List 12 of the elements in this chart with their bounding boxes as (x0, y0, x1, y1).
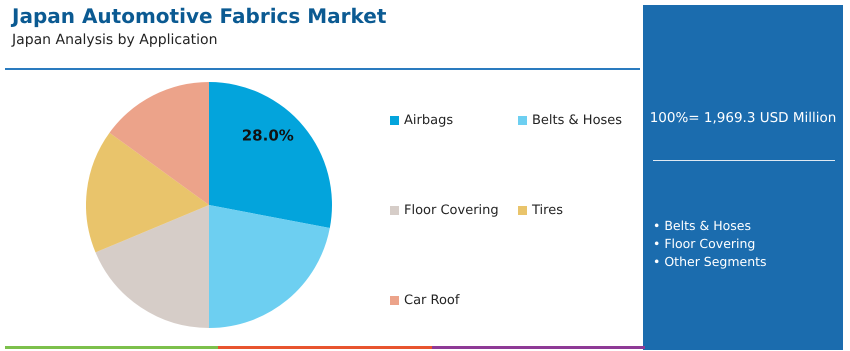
text: • Floor Covering (653, 235, 756, 253)
text: • Other Segments (653, 253, 767, 271)
legend-label: Tires (532, 202, 563, 218)
text: 100%= 1,969.3 USD Million (648, 110, 838, 126)
chart-subtitle: Japan Analysis by Application (12, 32, 218, 48)
data-label: 28.0% (242, 126, 294, 144)
chart-title: Japan Automotive Fabrics Market (12, 4, 386, 28)
legend-label: Car Roof (404, 292, 460, 308)
legend-label: Belts & Hoses (532, 112, 622, 128)
text: • Belts & Hoses (653, 217, 752, 235)
legend-label: Floor Covering (404, 202, 499, 218)
legend-label: Airbags (404, 112, 454, 128)
